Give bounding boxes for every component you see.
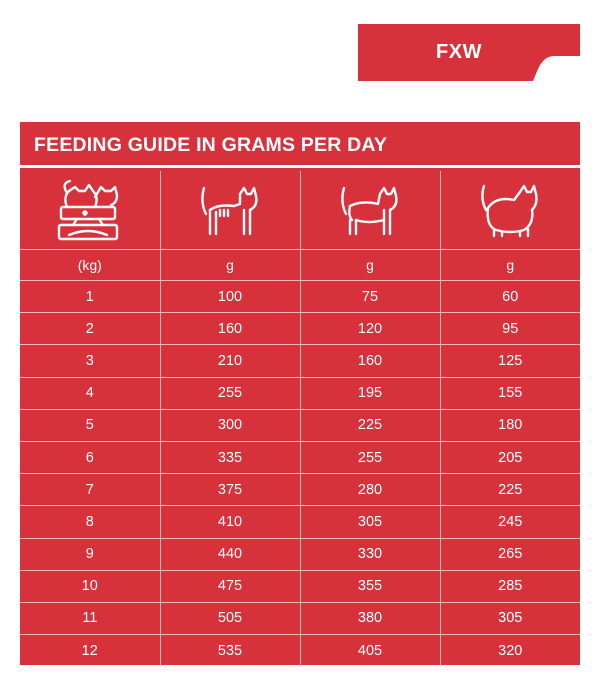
normal-grams-cell: 405 <box>299 634 441 667</box>
icon-row <box>20 171 580 250</box>
cat-weighing-scale-icon <box>57 179 118 241</box>
weight-cell: 1 <box>20 279 161 314</box>
thin-grams-cell: 475 <box>159 569 301 603</box>
normal-grams-cell: 280 <box>299 473 441 507</box>
unit-g: g <box>299 249 441 281</box>
weight-cell: 12 <box>20 634 161 667</box>
table-row: 6 335 255 205 <box>20 440 580 475</box>
normal-cat-icon <box>341 186 398 236</box>
thin-grams-cell: 255 <box>159 376 301 410</box>
weight-cell: 11 <box>20 601 161 636</box>
unit-g: g <box>439 249 580 281</box>
overweight-cat-icon <box>481 184 538 238</box>
thin-grams-cell: 160 <box>159 312 301 346</box>
overweight-grams-cell: 155 <box>439 376 580 410</box>
overweight-grams-cell: 180 <box>439 408 580 442</box>
normal-grams-cell: 380 <box>299 601 441 636</box>
table-row: 5 300 225 180 <box>20 408 580 442</box>
weight-cell: 7 <box>20 473 161 507</box>
weight-cell: 2 <box>20 312 161 346</box>
feeding-guide-panel: FEEDING GUIDE IN GRAMS PER DAY <box>20 122 580 667</box>
thin-cat-column-header <box>159 171 301 250</box>
normal-grams-cell: 160 <box>299 344 441 378</box>
weight-cell: 6 <box>20 440 161 475</box>
table-row: 4 255 195 155 <box>20 376 580 410</box>
thin-grams-cell: 535 <box>159 634 301 667</box>
panel-title: FEEDING GUIDE IN GRAMS PER DAY <box>34 134 388 156</box>
thin-grams-cell: 100 <box>159 279 301 314</box>
weight-cell: 10 <box>20 569 161 603</box>
normal-grams-cell: 330 <box>299 537 441 571</box>
overweight-grams-cell: 205 <box>439 440 580 475</box>
weight-column-header <box>20 171 161 250</box>
table-row: 12 535 405 320 <box>20 634 580 667</box>
overweight-grams-cell: 60 <box>439 279 580 314</box>
product-code: FXW <box>436 41 482 63</box>
thin-grams-cell: 335 <box>159 440 301 475</box>
normal-cat-column-header <box>299 171 441 250</box>
overweight-grams-cell: 125 <box>439 344 580 378</box>
table-row: 11 505 380 305 <box>20 601 580 636</box>
normal-grams-cell: 225 <box>299 408 441 442</box>
thin-cat-icon <box>201 186 258 236</box>
normal-grams-cell: 255 <box>299 440 441 475</box>
thin-grams-cell: 300 <box>159 408 301 442</box>
table-row: 7 375 280 225 <box>20 473 580 507</box>
table-row: 2 160 120 95 <box>20 312 580 346</box>
table-row: 10 475 355 285 <box>20 569 580 603</box>
normal-grams-cell: 355 <box>299 569 441 603</box>
unit-kg: (kg) <box>20 249 161 281</box>
product-tab: FXW <box>358 24 580 81</box>
overweight-grams-cell: 320 <box>439 634 580 667</box>
weight-cell: 8 <box>20 505 161 539</box>
overweight-grams-cell: 225 <box>439 473 580 507</box>
weight-cell: 3 <box>20 344 161 378</box>
feeding-table: (kg) g g g 1 100 75 60 2 160 120 95 3 21… <box>20 171 580 667</box>
normal-grams-cell: 195 <box>299 376 441 410</box>
units-row: (kg) g g g <box>20 249 580 281</box>
table-row: 8 410 305 245 <box>20 505 580 539</box>
thin-grams-cell: 505 <box>159 601 301 636</box>
normal-grams-cell: 75 <box>299 279 441 314</box>
title-divider <box>20 165 580 168</box>
overweight-grams-cell: 285 <box>439 569 580 603</box>
unit-g: g <box>159 249 301 281</box>
weight-cell: 5 <box>20 408 161 442</box>
thin-grams-cell: 410 <box>159 505 301 539</box>
overweight-grams-cell: 95 <box>439 312 580 346</box>
thin-grams-cell: 210 <box>159 344 301 378</box>
tab-shape <box>358 24 580 81</box>
table-row: 1 100 75 60 <box>20 279 580 314</box>
overweight-cat-column-header <box>439 171 580 250</box>
thin-grams-cell: 440 <box>159 537 301 571</box>
overweight-grams-cell: 265 <box>439 537 580 571</box>
normal-grams-cell: 120 <box>299 312 441 346</box>
overweight-grams-cell: 305 <box>439 601 580 636</box>
weight-cell: 9 <box>20 537 161 571</box>
normal-grams-cell: 305 <box>299 505 441 539</box>
thin-grams-cell: 375 <box>159 473 301 507</box>
weight-cell: 4 <box>20 376 161 410</box>
table-row: 3 210 160 125 <box>20 344 580 378</box>
table-row: 9 440 330 265 <box>20 537 580 571</box>
overweight-grams-cell: 245 <box>439 505 580 539</box>
